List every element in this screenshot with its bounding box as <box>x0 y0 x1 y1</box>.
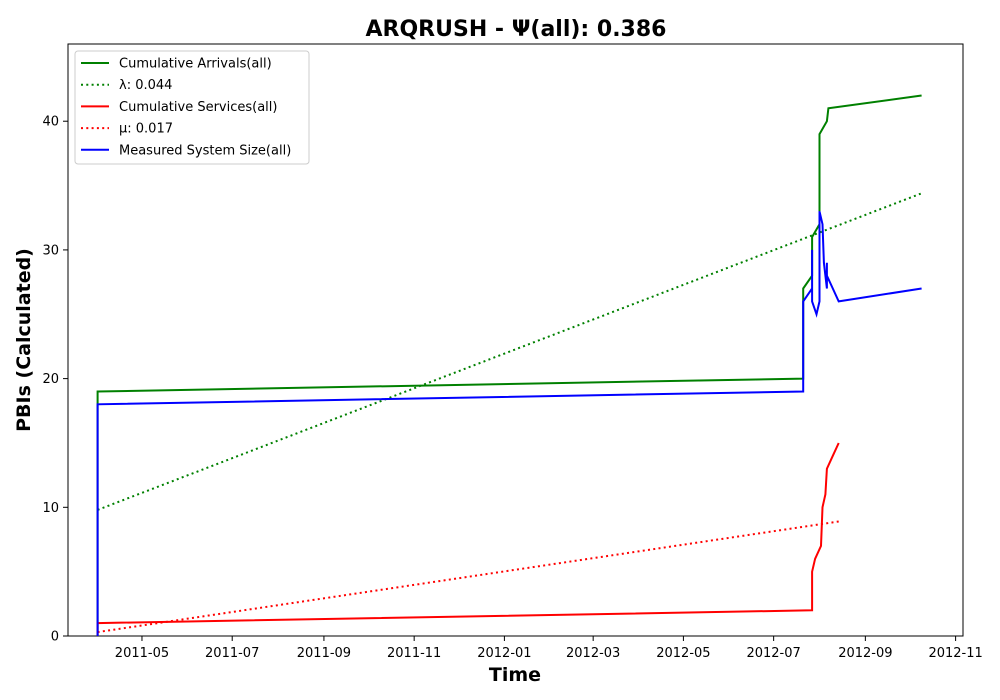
series-line-1 <box>97 192 922 511</box>
legend-box <box>74 50 310 165</box>
legend-label: λ: 0.044 <box>119 78 172 93</box>
y-tick-label: 10 <box>42 501 59 516</box>
legend-label: Cumulative Services(all) <box>119 100 277 115</box>
x-tick-label: 2012-09 <box>838 646 892 661</box>
x-tick-label: 2011-09 <box>297 646 351 661</box>
plot-frame <box>67 43 964 637</box>
chart-title: ARQRUSH - Ψ(all): 0.386 <box>366 17 667 42</box>
series-layer <box>96 94 922 636</box>
y-axis-ticks: 0 10 20 30 40 <box>42 115 68 645</box>
x-tick-label: 2012-03 <box>566 646 620 661</box>
series-line-0 <box>96 94 922 636</box>
legend-label: Cumulative Arrivals(all) <box>119 57 272 72</box>
series-line-4 <box>96 211 922 636</box>
x-tick-label: 2012-11 <box>928 646 982 661</box>
legend-label: Measured System Size(all) <box>119 143 291 158</box>
series-line-2 <box>96 442 840 636</box>
x-tick-label: 2012-01 <box>477 646 531 661</box>
x-tick-label: 2012-05 <box>656 646 710 661</box>
y-tick-label: 20 <box>42 372 59 387</box>
x-tick-label: 2011-11 <box>387 646 441 661</box>
legend: Cumulative Arrivals(all) λ: 0.044 Cumulati… <box>74 50 310 165</box>
x-tick-label: 2012-07 <box>746 646 800 661</box>
legend-label: μ: 0.017 <box>119 122 173 137</box>
y-tick-label: 30 <box>42 243 59 258</box>
y-axis-label: PBIs (Calculated) <box>13 248 35 432</box>
x-axis-ticks: 2011-05 2011-07 2011-09 2011-11 2012-01 2012-… <box>115 636 983 661</box>
x-axis-label: Time <box>489 664 541 686</box>
x-tick-label: 2011-05 <box>115 646 169 661</box>
y-tick-label: 0 <box>51 630 59 645</box>
y-tick-label: 40 <box>42 115 59 130</box>
x-tick-label: 2011-07 <box>205 646 259 661</box>
